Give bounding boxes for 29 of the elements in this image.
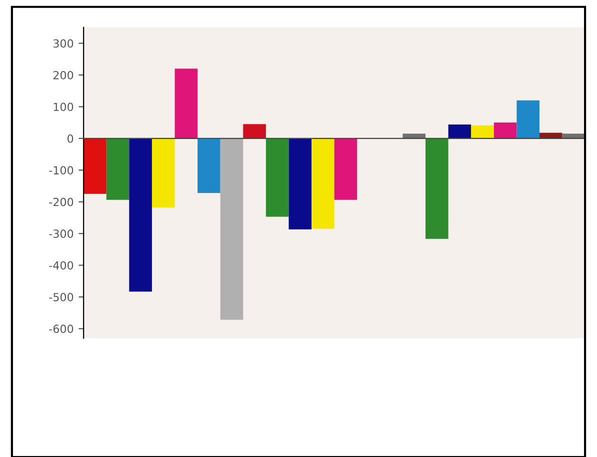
bar (106, 138, 130, 200)
bar (448, 124, 472, 138)
bar (312, 138, 334, 229)
bar (129, 138, 152, 292)
bar (494, 122, 517, 138)
bar (402, 134, 426, 138)
bar (426, 138, 448, 239)
bar (516, 100, 540, 138)
y-tick-label: 100 (54, 102, 74, 112)
y-tick-label: -600 (49, 324, 74, 334)
y-tick-label: -300 (49, 230, 74, 238)
y-tick-label: 0 (68, 134, 74, 143)
bar (288, 138, 312, 230)
bar (220, 138, 244, 320)
bar (243, 124, 266, 138)
bar (152, 138, 175, 208)
bar (174, 68, 198, 138)
bar (84, 138, 106, 194)
bar (539, 132, 562, 138)
bar (198, 138, 220, 193)
y-tick-label: -100 (49, 166, 74, 174)
bar (334, 138, 358, 200)
y-tick-label: 200 (53, 70, 74, 80)
y-tick-label: -400 (49, 261, 74, 270)
y-tick-label: 300 (53, 39, 74, 48)
bar (471, 125, 494, 138)
y-tick-label: -200 (49, 198, 74, 206)
bar (266, 138, 289, 217)
y-tick-label: -500 (49, 292, 74, 302)
